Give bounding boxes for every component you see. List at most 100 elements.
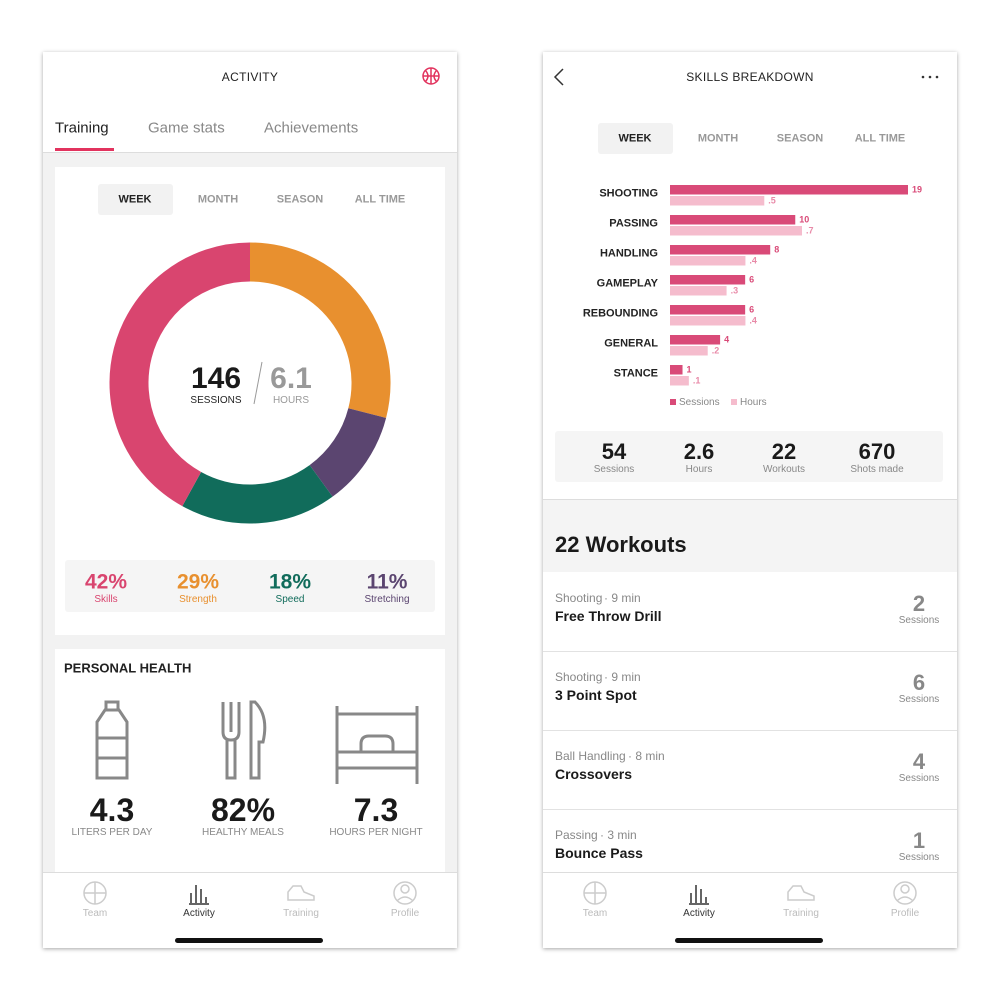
stat-label: Workouts [762,464,806,475]
bar [670,346,708,356]
slash [253,361,263,405]
nav-icon[interactable] [689,885,709,905]
period-tab[interactable]: WEEK [118,193,152,206]
bar-value-label: .1 [692,375,701,386]
nav-label[interactable]: Profile [390,908,420,919]
row-divider [543,651,957,652]
nav-label[interactable]: Training [283,908,319,919]
divider [43,152,457,153]
nav-icon-shape[interactable] [287,885,315,901]
period-pill [598,123,673,154]
nav-label[interactable]: Activity [183,908,215,919]
nav-icon-shape[interactable] [393,881,417,905]
category-label: STANCE [613,367,658,380]
more-button[interactable] [921,75,939,79]
nav-icon[interactable] [893,881,917,905]
nav-icon[interactable] [83,881,107,905]
nav-icon[interactable] [787,885,815,901]
stat-label: Shots made [850,464,904,475]
tab[interactable]: Achievements [264,119,359,137]
donut-segment [182,464,333,524]
nav-icon[interactable] [583,881,607,905]
legend-swatch [670,399,676,405]
phone-activity: ACTIVITY Training Game stats Achievements WE… [43,52,457,948]
row-divider [543,809,957,810]
category-label: HANDLING [599,247,658,260]
workout-name[interactable]: Crossovers [555,766,633,782]
bar-value-label: 6 [749,304,755,315]
nav-icon-shape[interactable] [689,885,709,905]
bar-value-label: 10 [799,214,810,225]
workout-duration: · 3 min [600,828,637,842]
tab[interactable]: Game stats [148,119,225,137]
category-label: GENERAL [604,337,658,350]
home-indicator [175,938,323,943]
bar-value-label: 8 [774,244,780,255]
nav-label[interactable]: Training [783,908,819,919]
tab[interactable]: Training [55,119,109,137]
section-title: PERSONAL HEALTH [64,660,192,676]
stat-value: 22 [771,439,797,464]
home-indicator [675,938,823,943]
health-value: 82% [210,792,276,828]
bar [670,275,746,285]
bar-value-label: 1 [686,364,692,375]
workout-duration: · 8 min [628,749,665,763]
bottle-icon [95,700,129,780]
center-sessions: 146 [190,362,242,395]
period-tab[interactable]: ALL TIME [854,132,906,145]
period-tab[interactable]: MONTH [697,132,739,145]
period-tab[interactable]: ALL TIME [354,193,406,206]
workout-category: Shooting [555,670,603,684]
bed-icon [335,706,419,784]
health-value: 7.3 [353,792,399,828]
ball-icon[interactable] [422,67,440,85]
nav-label[interactable]: Activity [683,908,715,919]
workout-category: Shooting [555,591,603,605]
back-button[interactable] [553,68,564,86]
workout-name[interactable]: Bounce Pass [555,845,643,861]
nav-icon-shape[interactable] [787,885,815,901]
bar [670,196,765,206]
bar-value-label: .3 [730,285,739,296]
workout-name[interactable]: Free Throw Drill [555,608,662,624]
period-tab[interactable]: WEEK [618,132,652,145]
bar-value-label: .7 [806,225,814,236]
bar [670,305,746,315]
workout-unit: Sessions [898,773,940,784]
period-tab[interactable]: SEASON [776,132,824,145]
row-divider [543,730,957,731]
nav-icon-shape[interactable] [893,881,917,905]
bar [670,316,746,326]
health-value: 4.3 [89,792,135,828]
bar [670,286,727,296]
nav-label[interactable]: Profile [890,908,920,919]
nav-border [543,872,957,873]
nav-icon-shape[interactable] [189,885,209,905]
right-graphics [543,68,957,943]
bar [670,256,746,266]
workout-duration: · 9 min [604,670,641,684]
nav-icon[interactable] [393,881,417,905]
legend-label: Sessions [679,397,720,408]
period-tab[interactable]: MONTH [197,193,239,206]
workout-count: 1 [912,828,926,853]
nav-icon-shape[interactable] [583,881,607,905]
legend-value: 29% [176,570,220,594]
nav-icon-shape[interactable] [83,881,107,905]
category-label: GAMEPLAY [596,277,658,290]
period-tab[interactable]: SEASON [276,193,324,206]
nav-icon[interactable] [287,885,315,901]
category-label: SHOOTING [599,187,658,200]
nav-label[interactable]: Team [582,908,608,919]
nav-icon[interactable] [189,885,209,905]
workout-name[interactable]: 3 Point Spot [555,687,637,703]
nav-label[interactable]: Team [82,908,108,919]
bar-value-label: .2 [711,345,720,356]
bar [670,365,683,375]
health-label: LITERS PER DAY [71,827,153,838]
workout-duration: · 9 min [604,591,641,605]
cutlery-icon [221,700,267,780]
legend-value: 18% [268,570,312,594]
nav-border [43,872,457,873]
